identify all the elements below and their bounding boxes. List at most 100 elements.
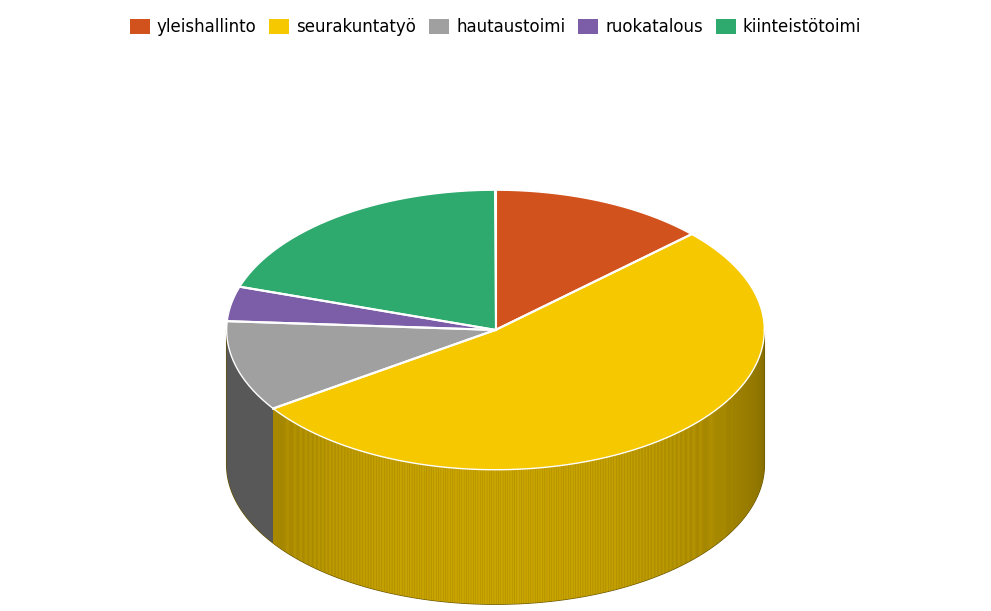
Polygon shape bbox=[576, 463, 577, 598]
Polygon shape bbox=[654, 442, 656, 577]
Polygon shape bbox=[414, 463, 416, 598]
Polygon shape bbox=[616, 455, 618, 589]
Polygon shape bbox=[293, 422, 295, 557]
Polygon shape bbox=[637, 448, 638, 584]
Polygon shape bbox=[404, 461, 406, 596]
Polygon shape bbox=[539, 468, 541, 602]
Polygon shape bbox=[675, 433, 677, 568]
Polygon shape bbox=[604, 458, 606, 592]
Polygon shape bbox=[307, 430, 308, 565]
Polygon shape bbox=[416, 464, 418, 598]
Polygon shape bbox=[296, 424, 297, 559]
Polygon shape bbox=[353, 448, 355, 584]
Polygon shape bbox=[287, 418, 288, 554]
Polygon shape bbox=[511, 469, 512, 604]
Polygon shape bbox=[596, 459, 598, 594]
Polygon shape bbox=[430, 466, 431, 600]
Polygon shape bbox=[446, 467, 447, 602]
Polygon shape bbox=[496, 190, 692, 330]
Polygon shape bbox=[483, 470, 485, 604]
Polygon shape bbox=[435, 466, 437, 601]
Polygon shape bbox=[280, 414, 281, 549]
Polygon shape bbox=[372, 454, 374, 589]
Polygon shape bbox=[693, 424, 694, 559]
Polygon shape bbox=[440, 467, 442, 601]
Polygon shape bbox=[656, 442, 657, 577]
Polygon shape bbox=[342, 444, 343, 579]
Polygon shape bbox=[409, 463, 411, 597]
Polygon shape bbox=[336, 442, 337, 577]
Polygon shape bbox=[664, 438, 666, 573]
Polygon shape bbox=[503, 470, 505, 604]
Polygon shape bbox=[298, 425, 300, 560]
Polygon shape bbox=[534, 468, 536, 602]
Polygon shape bbox=[318, 435, 319, 570]
Polygon shape bbox=[581, 463, 582, 597]
Polygon shape bbox=[492, 470, 494, 604]
Polygon shape bbox=[433, 466, 435, 601]
Polygon shape bbox=[550, 467, 551, 601]
Polygon shape bbox=[333, 441, 334, 576]
Polygon shape bbox=[431, 466, 433, 601]
Polygon shape bbox=[285, 417, 287, 552]
Polygon shape bbox=[320, 436, 322, 571]
Polygon shape bbox=[579, 463, 581, 598]
Polygon shape bbox=[666, 437, 667, 573]
Polygon shape bbox=[519, 469, 521, 604]
Polygon shape bbox=[678, 432, 679, 567]
Polygon shape bbox=[603, 458, 604, 593]
Polygon shape bbox=[472, 469, 474, 604]
Polygon shape bbox=[278, 412, 279, 547]
Polygon shape bbox=[505, 470, 507, 604]
Polygon shape bbox=[444, 467, 446, 602]
Polygon shape bbox=[691, 425, 692, 561]
Polygon shape bbox=[509, 469, 511, 604]
Polygon shape bbox=[470, 469, 472, 604]
Polygon shape bbox=[411, 463, 413, 598]
Polygon shape bbox=[458, 469, 460, 603]
Polygon shape bbox=[594, 459, 596, 595]
Polygon shape bbox=[564, 465, 565, 599]
Polygon shape bbox=[697, 422, 698, 557]
Polygon shape bbox=[350, 448, 352, 582]
Polygon shape bbox=[624, 452, 626, 587]
Polygon shape bbox=[706, 417, 707, 552]
Polygon shape bbox=[397, 460, 399, 595]
Polygon shape bbox=[301, 426, 302, 562]
Polygon shape bbox=[708, 415, 709, 550]
Polygon shape bbox=[331, 441, 333, 576]
Polygon shape bbox=[337, 443, 339, 578]
Polygon shape bbox=[569, 464, 571, 599]
Polygon shape bbox=[406, 462, 407, 596]
Polygon shape bbox=[514, 469, 516, 604]
Polygon shape bbox=[339, 444, 340, 579]
Polygon shape bbox=[671, 435, 673, 570]
Polygon shape bbox=[454, 468, 456, 602]
Polygon shape bbox=[659, 441, 660, 576]
Polygon shape bbox=[584, 462, 586, 596]
Polygon shape bbox=[586, 461, 588, 596]
Polygon shape bbox=[277, 412, 278, 547]
Polygon shape bbox=[662, 439, 663, 574]
Polygon shape bbox=[355, 449, 357, 584]
Polygon shape bbox=[387, 458, 389, 593]
Polygon shape bbox=[651, 443, 653, 578]
Polygon shape bbox=[582, 462, 584, 597]
Polygon shape bbox=[560, 466, 562, 600]
Polygon shape bbox=[346, 446, 347, 581]
Polygon shape bbox=[650, 444, 651, 579]
Polygon shape bbox=[684, 429, 686, 564]
Polygon shape bbox=[689, 426, 691, 562]
Polygon shape bbox=[347, 447, 349, 582]
Polygon shape bbox=[275, 410, 276, 545]
Polygon shape bbox=[704, 418, 705, 553]
Polygon shape bbox=[532, 468, 534, 603]
Polygon shape bbox=[623, 453, 624, 587]
Polygon shape bbox=[295, 423, 296, 558]
Polygon shape bbox=[682, 430, 683, 565]
Polygon shape bbox=[679, 431, 681, 566]
Polygon shape bbox=[694, 423, 696, 558]
Polygon shape bbox=[425, 465, 426, 599]
Polygon shape bbox=[698, 422, 699, 557]
Polygon shape bbox=[673, 434, 674, 569]
